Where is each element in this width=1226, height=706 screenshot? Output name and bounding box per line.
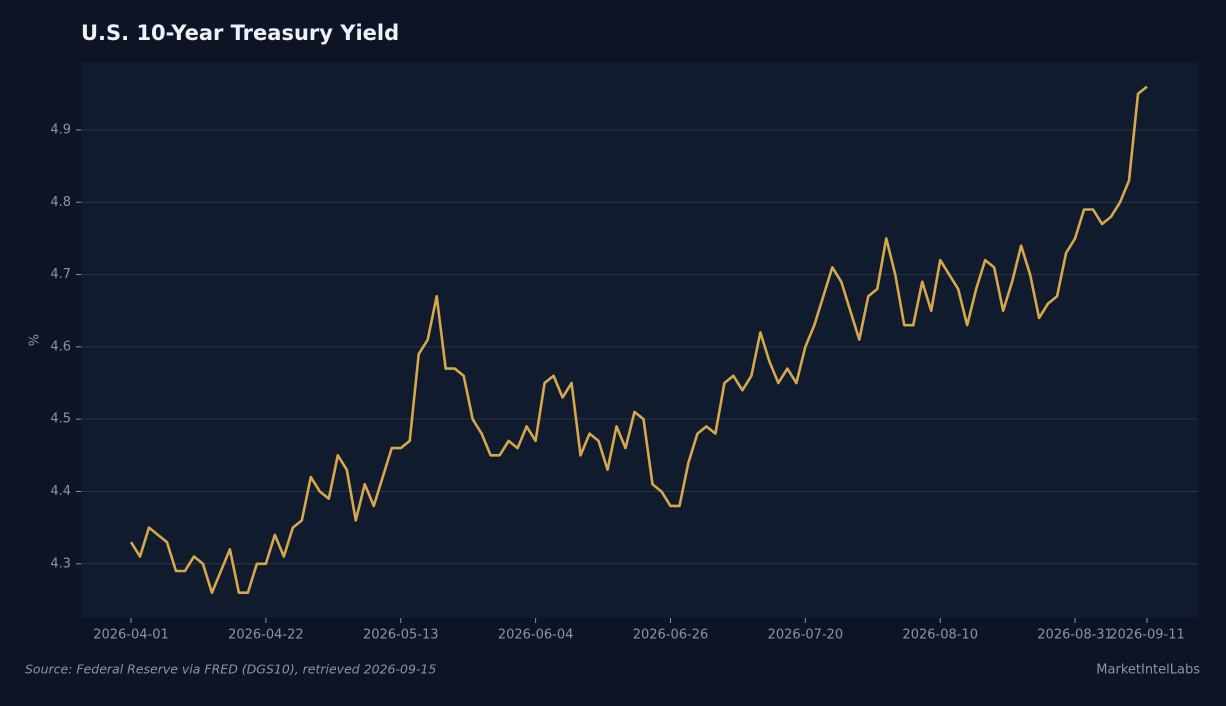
- y-tick-label: 4.5: [50, 412, 71, 427]
- y-tick-label: 4.8: [50, 195, 71, 210]
- y-tick-label: 4.9: [50, 122, 71, 137]
- x-tick-label: 2026-08-31: [1037, 628, 1113, 643]
- y-tick-label: 4.6: [50, 339, 71, 354]
- x-tick-label: 2026-06-04: [498, 628, 574, 643]
- source-note: Source: Federal Reserve via FRED (DGS10)…: [25, 662, 436, 677]
- brand: MarketIntelLabs: [1096, 663, 1200, 678]
- x-tick-label: 2026-06-26: [633, 628, 709, 643]
- chart-title: U.S. 10-Year Treasury Yield: [81, 21, 399, 45]
- y-tick-label: 4.7: [50, 267, 71, 282]
- x-tick-label: 2026-08-10: [902, 628, 978, 643]
- y-tick-label: 4.3: [50, 556, 71, 571]
- x-tick-label: 2026-09-11: [1109, 628, 1185, 643]
- x-tick-label: 2026-04-22: [228, 628, 304, 643]
- plot-area: [81, 62, 1198, 618]
- yield-line: [129, 85, 1148, 594]
- y-tick-label: 4.4: [50, 484, 71, 499]
- x-tick-label: 2026-05-13: [363, 628, 439, 643]
- x-tick-label: 2026-07-20: [768, 628, 844, 643]
- x-tick-label: 2026-04-01: [93, 628, 169, 643]
- y-axis-label: %: [28, 334, 43, 346]
